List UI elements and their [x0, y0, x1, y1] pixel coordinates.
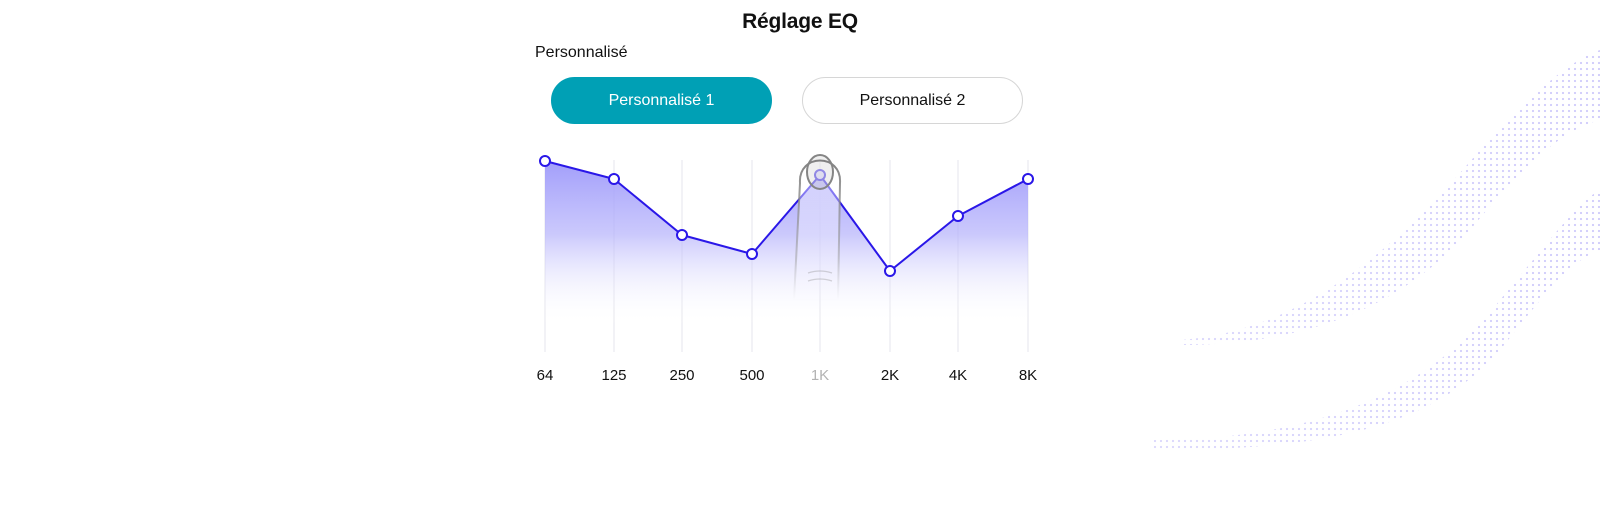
frequency-label-500[interactable]: 500	[739, 367, 765, 384]
touch-finger-icon	[792, 154, 842, 301]
eq-band-handle-500[interactable]	[746, 248, 758, 260]
eq-area-fill	[545, 161, 1028, 325]
frequency-label-2k[interactable]: 2K	[880, 367, 900, 384]
eq-band-handle-4k[interactable]	[952, 210, 964, 222]
eq-band-handle-250[interactable]	[676, 229, 688, 241]
preset-button-custom-1[interactable]: Personnalisé 1	[551, 77, 772, 124]
frequency-label-1k[interactable]: 1K	[810, 367, 830, 384]
frequency-label-8k[interactable]: 8K	[1018, 367, 1038, 384]
frequency-label-4k[interactable]: 4K	[948, 367, 968, 384]
eq-band-handle-125[interactable]	[608, 173, 620, 185]
preset-button-label: Personnalisé 1	[608, 91, 715, 109]
section-label: Personnalisé	[535, 44, 628, 61]
eq-curve-line	[544, 160, 1029, 272]
preset-button-custom-2[interactable]: Personnalisé 2	[802, 77, 1023, 124]
page-title: Réglage EQ	[742, 10, 858, 33]
eq-band-handle-2k[interactable]	[884, 265, 896, 277]
frequency-label-125[interactable]: 125	[601, 367, 627, 384]
preset-button-label: Personnalisé 2	[859, 91, 966, 109]
eq-band-handle-64[interactable]	[539, 155, 551, 167]
eq-band-handle-8k[interactable]	[1022, 173, 1034, 185]
frequency-label-250[interactable]: 250	[669, 367, 695, 384]
frequency-label-64[interactable]: 64	[536, 367, 554, 384]
